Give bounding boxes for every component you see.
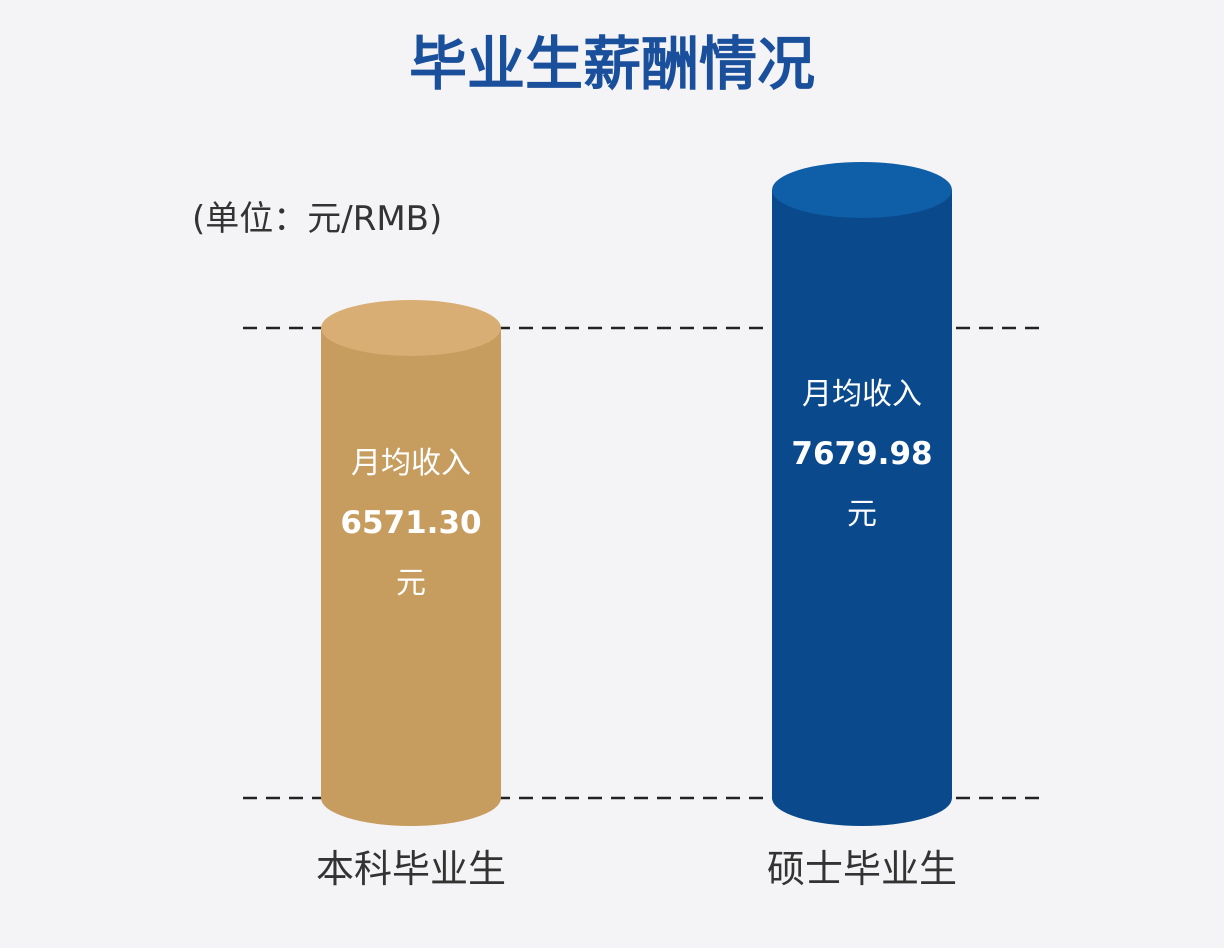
category-label: 硕士毕业生 (767, 847, 957, 891)
cylinder-top (772, 161, 952, 218)
chart-title: 毕业生薪酬情况 (409, 30, 815, 98)
category-label: 本科毕业生 (316, 847, 506, 891)
bar-label-prefix: 月均收入 (802, 377, 922, 412)
cylinder-bar (772, 189, 952, 827)
cylinder-top (321, 299, 501, 356)
bar-value-label: 6571.30 (340, 505, 481, 541)
bar-label-prefix: 月均收入 (351, 446, 471, 481)
unit-label: (单位：元/RMB) (192, 199, 442, 239)
bar-value-label: 7679.98 (791, 436, 932, 472)
cylinder-bar (321, 327, 501, 826)
bar-label-suffix: 元 (396, 566, 426, 601)
bar-label-suffix: 元 (847, 497, 877, 532)
